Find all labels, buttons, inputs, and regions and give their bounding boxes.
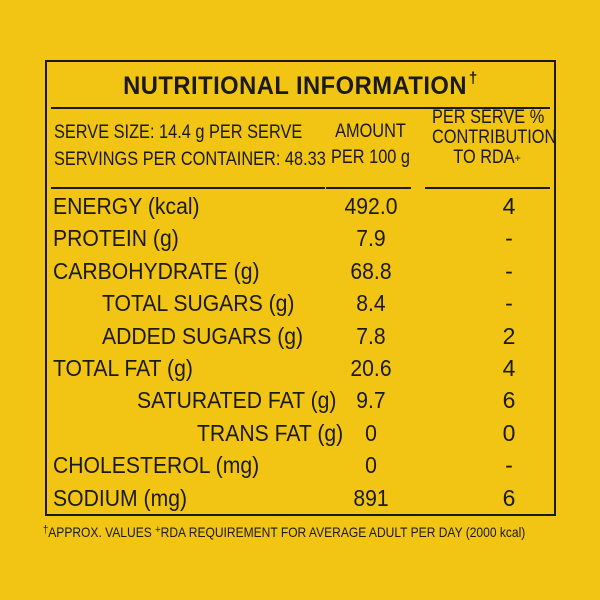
- nutrient-amount: 8.4: [356, 290, 386, 317]
- rda-header-line2: CONTRIBUTION: [431, 127, 557, 148]
- title-text: NUTRITIONAL INFORMATION: [123, 72, 468, 100]
- approx-text: APPROX. VALUES: [48, 524, 152, 540]
- nutrient-row: TOTAL SUGARS (g) 8.4 -: [47, 287, 554, 319]
- nutrient-label: TOTAL SUGARS (g): [102, 290, 295, 317]
- panel-title: NUTRITIONAL INFORMATION †: [60, 70, 542, 101]
- nutrient-row: ENERGY (kcal) 492.0 4: [47, 190, 554, 222]
- amount-header-line1: AMOUNT: [335, 121, 406, 142]
- rda-column-header: PER SERVE % CONTRIBUTION TO RDA+: [431, 107, 557, 168]
- nutrient-rows: ENERGY (kcal) 492.0 4 PROTEIN (g) 7.9 - …: [47, 190, 554, 514]
- nutrient-rda: 0: [502, 419, 516, 446]
- nutrient-row: CARBOHYDRATE (g) 68.8 -: [47, 255, 554, 287]
- title-divider: [51, 107, 550, 109]
- footnote: †APPROX. VALUES +RDA REQUIREMENT FOR AVE…: [43, 524, 525, 540]
- nutrient-label: ENERGY (kcal): [53, 193, 200, 219]
- header-divider-left: [51, 187, 325, 189]
- nutrient-label: TRANS FAT (g): [197, 419, 344, 446]
- amount-column-header: AMOUNT PER 100 g: [330, 119, 412, 171]
- nutrient-row: SATURATED FAT (g) 9.7 6: [47, 384, 554, 416]
- nutrient-amount: 0: [365, 452, 377, 479]
- nutrient-label: TOTAL FAT (g): [53, 354, 193, 381]
- nutrient-row: CHOLESTEROL (mg) 0 -: [47, 449, 554, 481]
- nutrient-amount: 0: [365, 419, 377, 446]
- header-divider-right: [425, 187, 550, 189]
- nutrient-rda: 6: [502, 484, 516, 511]
- nutrient-amount: 492.0: [344, 193, 398, 219]
- rda-header-line3: TO RDA: [453, 147, 515, 168]
- approx-marker: †: [43, 524, 49, 536]
- nutrient-row: ADDED SUGARS (g) 7.8 2: [47, 320, 554, 352]
- nutrient-amount: 891: [353, 484, 389, 511]
- nutrient-row: PROTEIN (g) 7.9 -: [47, 222, 554, 254]
- nutrient-rda: -: [505, 290, 513, 317]
- servings-per-container: SERVINGS PER CONTAINER: 48.33: [54, 149, 326, 170]
- rda-header-line1: PER SERVE %: [431, 107, 545, 128]
- nutrient-rda: -: [505, 257, 513, 284]
- rda-header-marker: +: [514, 151, 521, 165]
- nutrient-label: PROTEIN (g): [53, 225, 179, 252]
- nutrient-rda: -: [505, 452, 513, 479]
- nutrient-label: CARBOHYDRATE (g): [53, 257, 260, 284]
- nutrient-rda: 4: [502, 354, 516, 381]
- nutrient-label: ADDED SUGARS (g): [102, 322, 304, 349]
- rda-footnote-marker: +: [155, 524, 161, 536]
- nutrient-amount: 9.7: [356, 387, 386, 414]
- nutrition-panel: NUTRITIONAL INFORMATION † SERVE SIZE: 14.…: [45, 60, 556, 516]
- nutrient-rda: 6: [502, 387, 516, 414]
- serving-info: SERVE SIZE: 14.4 g PER SERVE SERVINGS PE…: [54, 119, 326, 173]
- nutrient-row: TRANS FAT (g) 0 0: [47, 417, 554, 449]
- amount-header-line2: PER 100 g: [330, 147, 411, 168]
- nutrient-rda: 4: [502, 193, 516, 219]
- nutrient-amount: 20.6: [350, 354, 392, 381]
- nutrient-row: TOTAL FAT (g) 20.6 4: [47, 352, 554, 384]
- nutrient-amount: 7.9: [356, 225, 386, 252]
- nutrient-amount: 68.8: [350, 257, 392, 284]
- nutrient-label: SATURATED FAT (g): [137, 387, 337, 414]
- nutrient-label: SODIUM (mg): [53, 484, 188, 511]
- nutrient-row: SODIUM (mg) 891 6: [47, 482, 554, 514]
- nutrient-label: CHOLESTEROL (mg): [53, 452, 260, 479]
- serve-size: SERVE SIZE: 14.4 g PER SERVE: [54, 122, 303, 143]
- nutrient-amount: 7.8: [356, 322, 386, 349]
- header-divider-mid: [326, 187, 411, 189]
- nutrient-rda: -: [505, 225, 513, 252]
- rda-footnote-text: RDA REQUIREMENT FOR AVERAGE ADULT PER DA…: [160, 524, 526, 540]
- title-marker: †: [468, 70, 478, 87]
- nutrient-rda: 2: [502, 322, 516, 349]
